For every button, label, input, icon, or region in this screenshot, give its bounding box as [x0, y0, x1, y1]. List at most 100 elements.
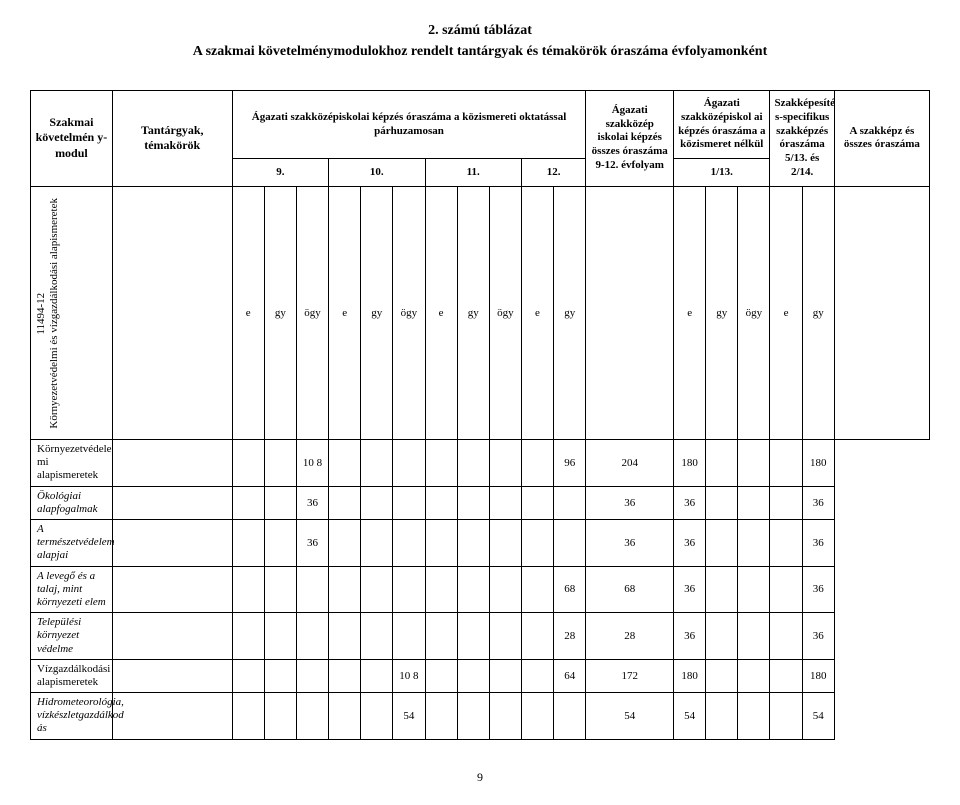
hdr-12: 12. — [521, 159, 585, 187]
cell — [361, 520, 393, 567]
cell — [706, 659, 738, 692]
cell — [361, 693, 393, 740]
cell-osszes — [554, 693, 586, 740]
cell — [264, 566, 296, 613]
row-label: Környezetvédele mi alapismeretek — [31, 440, 113, 487]
cell: 180 — [674, 440, 706, 487]
page-title: 2. számú táblázat A szakmai követelménym… — [30, 20, 930, 62]
title-line1: 2. számú táblázat — [30, 20, 930, 41]
cell-total: 180 — [802, 659, 834, 692]
cell — [264, 486, 296, 519]
hdr-a-szakkepz: A szakképz és összes óraszáma — [834, 91, 929, 187]
h-gy: gy — [361, 186, 393, 440]
hdr-szakkepesito: Szakképesíté s-specifikus szakképzés óra… — [770, 91, 834, 187]
cell — [770, 440, 802, 487]
cell — [112, 613, 232, 660]
cell — [329, 659, 361, 692]
module-name: Környezetvédelmi és vízgazdálkodási alap… — [48, 198, 60, 429]
cell — [232, 613, 264, 660]
cell-total: 36 — [802, 566, 834, 613]
h-ogy: ögy — [489, 186, 521, 440]
row-label: Hidrometeorológia, vízkészletgazdálkod á… — [31, 693, 113, 740]
cell — [425, 520, 457, 567]
cell: 36 — [674, 486, 706, 519]
cell — [425, 486, 457, 519]
h-e: e — [232, 186, 264, 440]
table-row: A természetvédelem alapjai36363636 — [31, 520, 930, 567]
cell — [489, 440, 521, 487]
cell — [264, 520, 296, 567]
cell: 36 — [586, 520, 674, 567]
row-label: Ökológiai alapfogalmak — [31, 486, 113, 519]
cell — [112, 659, 232, 692]
cell — [425, 659, 457, 692]
cell — [425, 613, 457, 660]
cell — [770, 486, 802, 519]
cell: 54 — [393, 693, 425, 740]
h-e: e — [770, 186, 802, 440]
cell — [296, 566, 328, 613]
cell — [112, 520, 232, 567]
cell — [112, 440, 232, 487]
cell — [706, 613, 738, 660]
cell — [425, 440, 457, 487]
cell — [521, 486, 553, 519]
cell — [738, 520, 770, 567]
cell — [232, 693, 264, 740]
h-e: e — [425, 186, 457, 440]
cell — [521, 520, 553, 567]
row-label: A levegő és a talaj, mint környezeti ele… — [31, 566, 113, 613]
cell — [457, 486, 489, 519]
cell — [232, 486, 264, 519]
cell — [521, 440, 553, 487]
cell — [521, 566, 553, 613]
cell — [770, 520, 802, 567]
cell — [457, 520, 489, 567]
cell: 204 — [586, 440, 674, 487]
module-cell: 11494-12 Környezetvédelmi és vízgazdálko… — [31, 186, 113, 440]
cell: 54 — [674, 693, 706, 740]
h-e: e — [521, 186, 553, 440]
cell — [264, 440, 296, 487]
cell — [393, 613, 425, 660]
h-blank — [586, 186, 674, 440]
cell — [329, 440, 361, 487]
cell-total: 36 — [802, 486, 834, 519]
cell: 68 — [586, 566, 674, 613]
cell-osszes: 96 — [554, 440, 586, 487]
cell — [457, 440, 489, 487]
blank-label — [112, 186, 232, 440]
cell: 10 8 — [393, 659, 425, 692]
cell — [329, 613, 361, 660]
cell — [770, 659, 802, 692]
hdr-agazati-oktat: Ágazati szakközépiskolai képzés óraszáma… — [232, 91, 586, 159]
hdr-9: 9. — [232, 159, 328, 187]
title-line2: A szakmai követelménymodulokhoz rendelt … — [30, 41, 930, 62]
cell — [489, 613, 521, 660]
cell — [329, 486, 361, 519]
cell — [361, 566, 393, 613]
h-gy: gy — [802, 186, 834, 440]
cell — [489, 566, 521, 613]
cell — [264, 613, 296, 660]
cell — [706, 440, 738, 487]
h-gy: gy — [554, 186, 586, 440]
cell — [232, 659, 264, 692]
row-label: Vízgazdálkodási alapismeretek — [31, 659, 113, 692]
cell — [425, 693, 457, 740]
main-table: Szakmai követelmén y-modul Tantárgyak, t… — [30, 90, 930, 740]
cell-osszes — [554, 520, 586, 567]
cell — [232, 566, 264, 613]
h-e: e — [674, 186, 706, 440]
cell — [296, 693, 328, 740]
cell — [706, 520, 738, 567]
cell — [112, 693, 232, 740]
cell-osszes: 64 — [554, 659, 586, 692]
cell — [393, 566, 425, 613]
hdr-szakmai: Szakmai követelmén y-modul — [31, 91, 113, 187]
cell — [770, 613, 802, 660]
cell — [393, 440, 425, 487]
cell — [296, 659, 328, 692]
h-gy: gy — [706, 186, 738, 440]
h-ogy: ögy — [296, 186, 328, 440]
